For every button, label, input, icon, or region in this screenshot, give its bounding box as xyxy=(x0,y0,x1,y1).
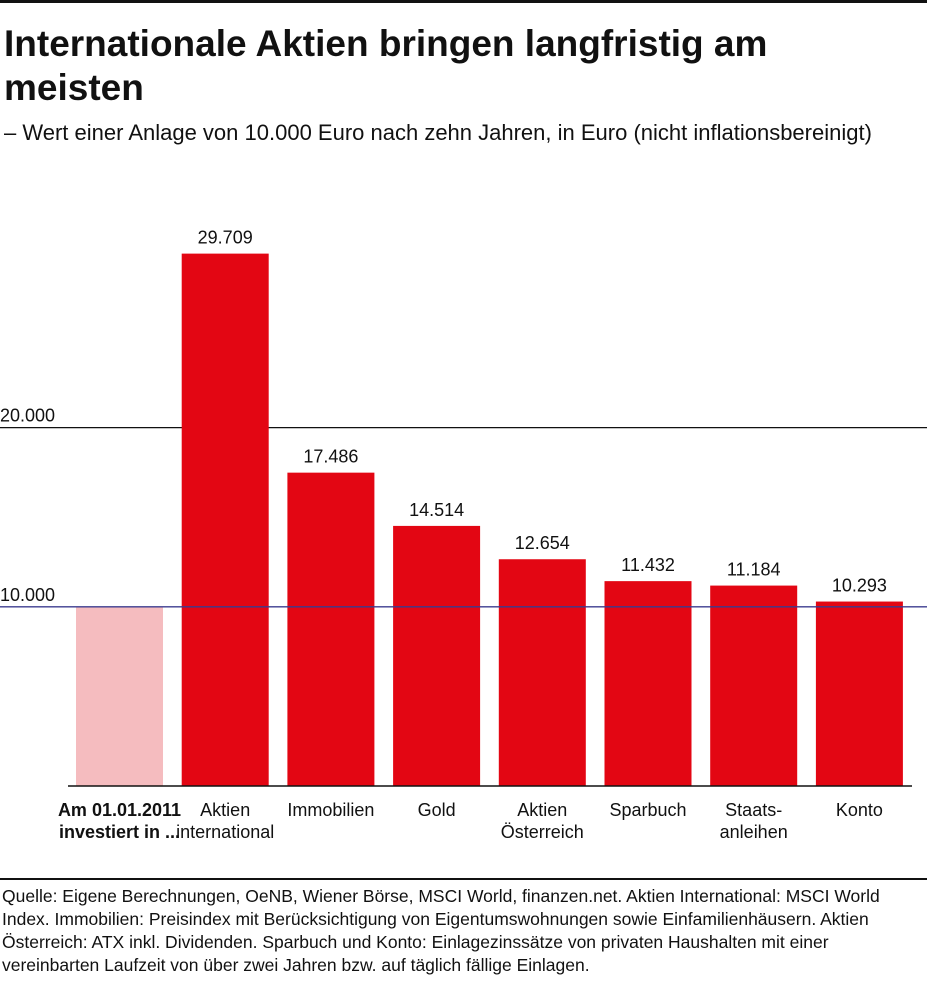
data-label: 11.184 xyxy=(727,560,781,580)
bar xyxy=(181,253,269,786)
data-label: 12.654 xyxy=(515,533,570,553)
category-label: Aktien Österreich xyxy=(501,800,584,842)
category-label: Immobilien xyxy=(287,800,374,820)
bar xyxy=(287,472,375,786)
category-label: Konto xyxy=(836,800,883,820)
top-rule xyxy=(0,0,927,3)
bar xyxy=(604,581,692,786)
chart-subtitle: – Wert einer Anlage von 10.000 Euro nach… xyxy=(4,120,872,145)
bar-chart: 10.000 20.000 29.709 17.486 14.514 12.654 11.4… xyxy=(0,228,927,842)
bar xyxy=(710,585,798,786)
data-label: 17.486 xyxy=(303,447,358,467)
category-label: Aktien international xyxy=(176,800,274,842)
data-label: 10.293 xyxy=(832,576,887,596)
category-label: Am 01.01.2011 investiert in ... xyxy=(58,800,181,842)
y-tick-label: 20.000 xyxy=(0,406,55,426)
category-label: Sparbuch xyxy=(609,800,686,820)
data-label: 14.514 xyxy=(409,500,464,520)
chart-title: Internationale Aktien bringen langfristi… xyxy=(4,23,768,108)
source-note: Quelle: Eigene Berechnungen, OeNB, Wiene… xyxy=(2,886,880,975)
bar xyxy=(393,525,481,786)
category-label: Staats-anleihen xyxy=(720,800,788,842)
bar xyxy=(815,601,903,786)
y-tick-label: 10.000 xyxy=(0,585,55,605)
category-label: Gold xyxy=(418,800,456,820)
bottom-rule xyxy=(0,878,927,880)
data-label: 11.432 xyxy=(621,555,675,575)
bar xyxy=(76,606,163,786)
data-label: 29.709 xyxy=(198,228,253,248)
bar xyxy=(498,559,586,786)
